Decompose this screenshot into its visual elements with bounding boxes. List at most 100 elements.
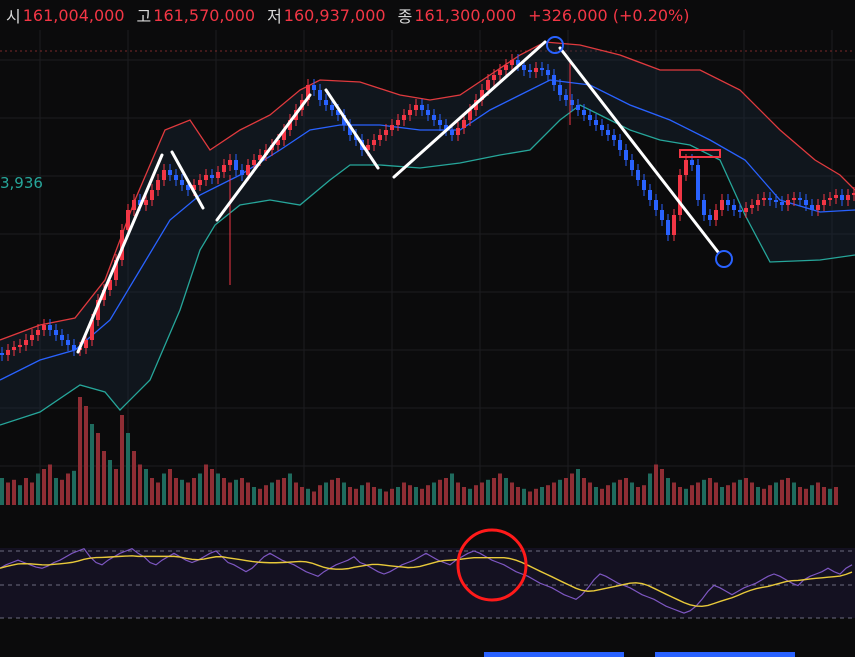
volume-bar [228, 482, 232, 505]
volume-bar [96, 433, 100, 505]
candle-body [198, 180, 202, 185]
candle-body [582, 110, 586, 115]
volume-bar [612, 482, 616, 505]
volume-bar [420, 488, 424, 505]
candle-body [114, 260, 118, 280]
candle-body [756, 200, 760, 205]
candle-body [66, 340, 70, 345]
candle-body [708, 215, 712, 220]
candle-body [522, 65, 526, 70]
trend-line [215, 93, 312, 222]
candle-body [642, 180, 646, 190]
volume-bar [792, 482, 796, 505]
scroll-tab-left[interactable] [484, 652, 624, 657]
candle-body [696, 165, 700, 200]
candle-body [168, 170, 172, 175]
volume-bar [378, 488, 382, 505]
high-label: 고 [136, 7, 152, 26]
candle-body [822, 200, 826, 205]
volume-bar [318, 485, 322, 505]
candle-body [150, 190, 154, 200]
volume-bar [30, 482, 34, 505]
candle-body [390, 125, 394, 130]
candle-body [138, 200, 142, 205]
volume-bar [684, 488, 688, 505]
candle-body [276, 140, 280, 145]
volume-bar [834, 487, 838, 505]
candle-body [96, 300, 100, 320]
volume-bar [582, 478, 586, 505]
candle-body [288, 120, 292, 130]
volume-bar [24, 478, 28, 505]
volume-bar [636, 487, 640, 505]
candle-body [42, 325, 46, 330]
volume-bar [798, 487, 802, 505]
candle-body [102, 290, 106, 300]
candle-body [570, 100, 574, 105]
candle-body [432, 115, 436, 120]
candle-body [210, 175, 214, 178]
bollinger-lower [0, 104, 855, 426]
trough-circle [715, 250, 733, 268]
candle-body [768, 198, 772, 200]
trend-line [392, 40, 547, 179]
candle-body [666, 220, 670, 235]
volume-bar [108, 460, 112, 505]
volume-bar [246, 482, 250, 505]
volume-bar [786, 478, 790, 505]
candle-body [678, 175, 682, 215]
candle-body [648, 190, 652, 200]
scroll-tab-right[interactable] [655, 652, 795, 657]
volume-bar [426, 485, 430, 505]
candle-body [48, 325, 52, 330]
candle-body [246, 165, 250, 175]
volume-bar [36, 473, 40, 505]
volume-bar [738, 479, 742, 505]
volume-bar [744, 478, 748, 505]
volume-bar [804, 488, 808, 505]
volume-bar [654, 464, 658, 505]
candle-body [456, 128, 460, 135]
volume-bar [288, 473, 292, 505]
candle-body [420, 105, 424, 110]
candle-body [366, 145, 370, 150]
candle-body [624, 150, 628, 160]
candle-body [552, 75, 556, 85]
candle-body [192, 185, 196, 190]
candle-body [726, 200, 730, 205]
highlight-box [679, 149, 721, 158]
volume-bar [390, 488, 394, 505]
high-value: 161,570,000 [153, 5, 256, 25]
volume-bar [504, 478, 508, 505]
ohlc-header: 시 161,004,000 고 161,570,000 저 160,937,00… [6, 2, 690, 28]
volume-bar [438, 479, 442, 505]
volume-bar [498, 473, 502, 505]
volume-bar [138, 464, 142, 505]
candle-body [258, 155, 262, 160]
volume-bar [174, 478, 178, 505]
volume-bar [762, 488, 766, 505]
volume-bar [732, 482, 736, 505]
volume-bar [630, 482, 634, 505]
volume-bar [348, 487, 352, 505]
candle-body [318, 90, 322, 100]
candle-body [162, 170, 166, 180]
rsi-band [0, 548, 855, 618]
volume-bar [516, 487, 520, 505]
volume-bar [210, 469, 214, 505]
volume-bar [0, 478, 4, 505]
volume-bar [576, 469, 580, 505]
volume-bar [402, 482, 406, 505]
volume-bar [828, 488, 832, 505]
open-value: 161,004,000 [22, 5, 125, 25]
candle-body [504, 65, 508, 70]
candle-body [372, 140, 376, 145]
indicator-value-label: 3,936 [0, 174, 43, 192]
volume-bar [558, 479, 562, 505]
candle-body [492, 75, 496, 80]
candle-body [108, 280, 112, 290]
volume-bar [168, 469, 172, 505]
candle-body [576, 105, 580, 110]
candle-body [462, 120, 466, 128]
